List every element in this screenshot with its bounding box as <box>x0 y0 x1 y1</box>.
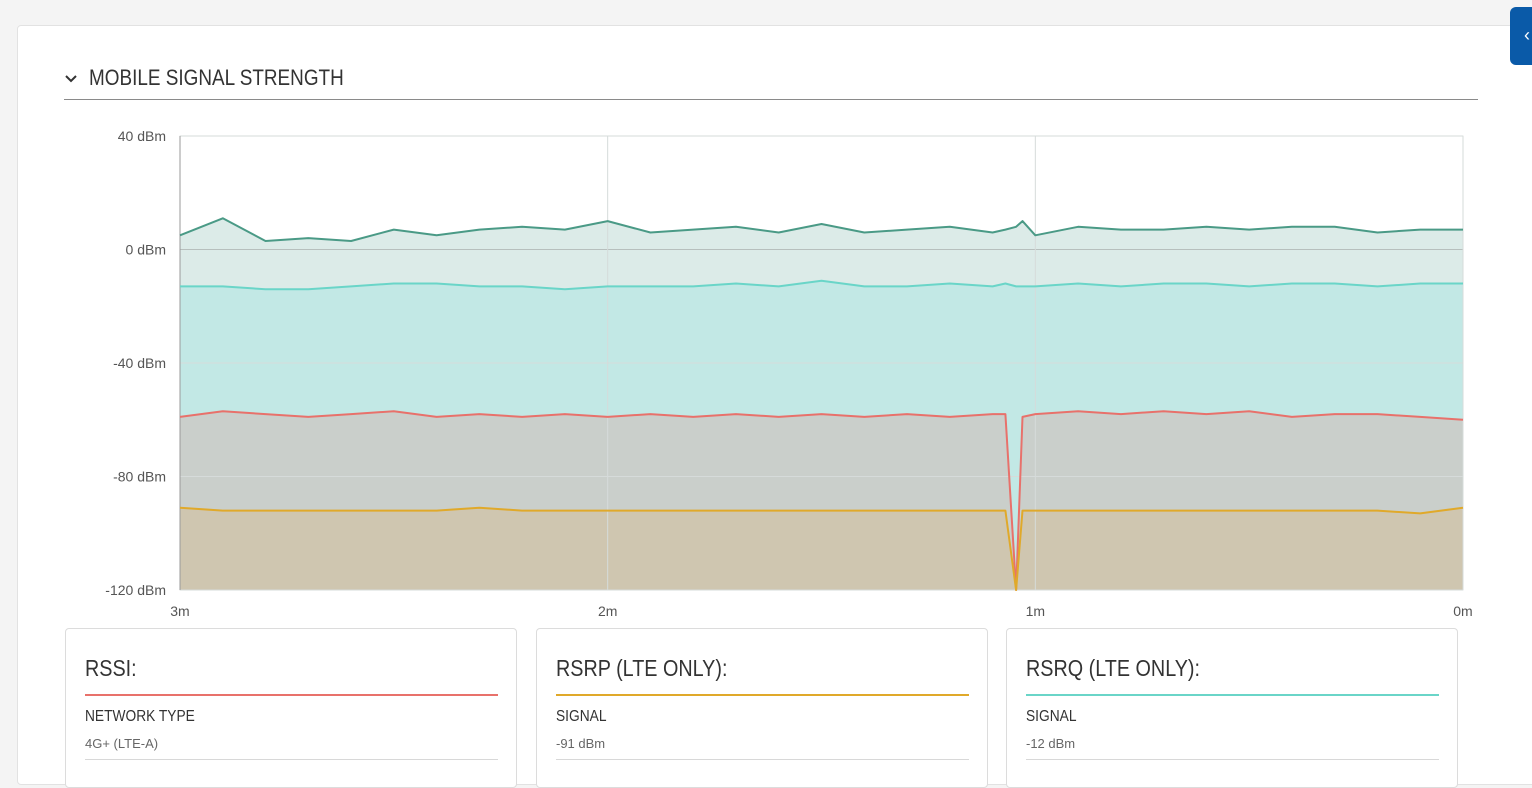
section-header[interactable]: MOBILE SIGNAL STRENGTH <box>64 62 1478 100</box>
x-tick-label: 3m <box>170 603 189 619</box>
card-value: 4G+ (LTE-A) <box>85 736 159 751</box>
card-label: NETWORK TYPE <box>85 708 195 725</box>
card-value: -12 dBm <box>1026 736 1076 751</box>
divider <box>556 759 969 760</box>
series-line-sinr <box>179 217 1463 242</box>
y-tick-label: -120 dBm <box>105 582 166 598</box>
series-line-rssi <box>179 410 1464 591</box>
chevron-left-icon: ‹ <box>1524 25 1530 45</box>
y-tick-label: 40 dBm <box>118 128 166 144</box>
card-value: -91 dBm <box>556 736 606 751</box>
card-label: SIGNAL <box>556 708 607 725</box>
y-tick-label: -80 dBm <box>113 469 166 485</box>
side-tab-button[interactable]: ‹ <box>1510 7 1532 65</box>
y-tick-label: 0 dBm <box>126 242 166 258</box>
chevron-down-icon[interactable] <box>64 72 78 86</box>
section-title: MOBILE SIGNAL STRENGTH <box>89 65 344 90</box>
series-area-rsrp <box>180 507 1463 590</box>
card-title: RSRP (LTE ONLY): <box>556 655 728 681</box>
rssi-card: RSSI: NETWORK TYPE 4G+ (LTE-A) <box>65 628 517 788</box>
card-title: RSRQ (LTE ONLY): <box>1026 655 1201 681</box>
divider <box>85 759 498 760</box>
y-tick-label: -40 dBm <box>113 355 166 371</box>
x-tick-label: 1m <box>1026 603 1045 619</box>
x-tick-label: 0m <box>1453 603 1472 619</box>
divider <box>1026 759 1439 760</box>
card-color-line <box>85 694 498 696</box>
series-line-rsrp <box>179 506 1464 591</box>
rsrp-card: RSRP (LTE ONLY): SIGNAL -91 dBm <box>536 628 988 788</box>
card-title: RSSI: <box>85 655 137 681</box>
rsrq-card: RSRQ (LTE ONLY): SIGNAL -12 dBm <box>1006 628 1458 788</box>
card-color-line <box>1026 694 1439 696</box>
x-tick-label: 2m <box>598 603 617 619</box>
series-line-rsrq <box>180 279 1463 291</box>
card-label: SIGNAL <box>1026 708 1077 725</box>
card-color-line <box>556 694 969 696</box>
